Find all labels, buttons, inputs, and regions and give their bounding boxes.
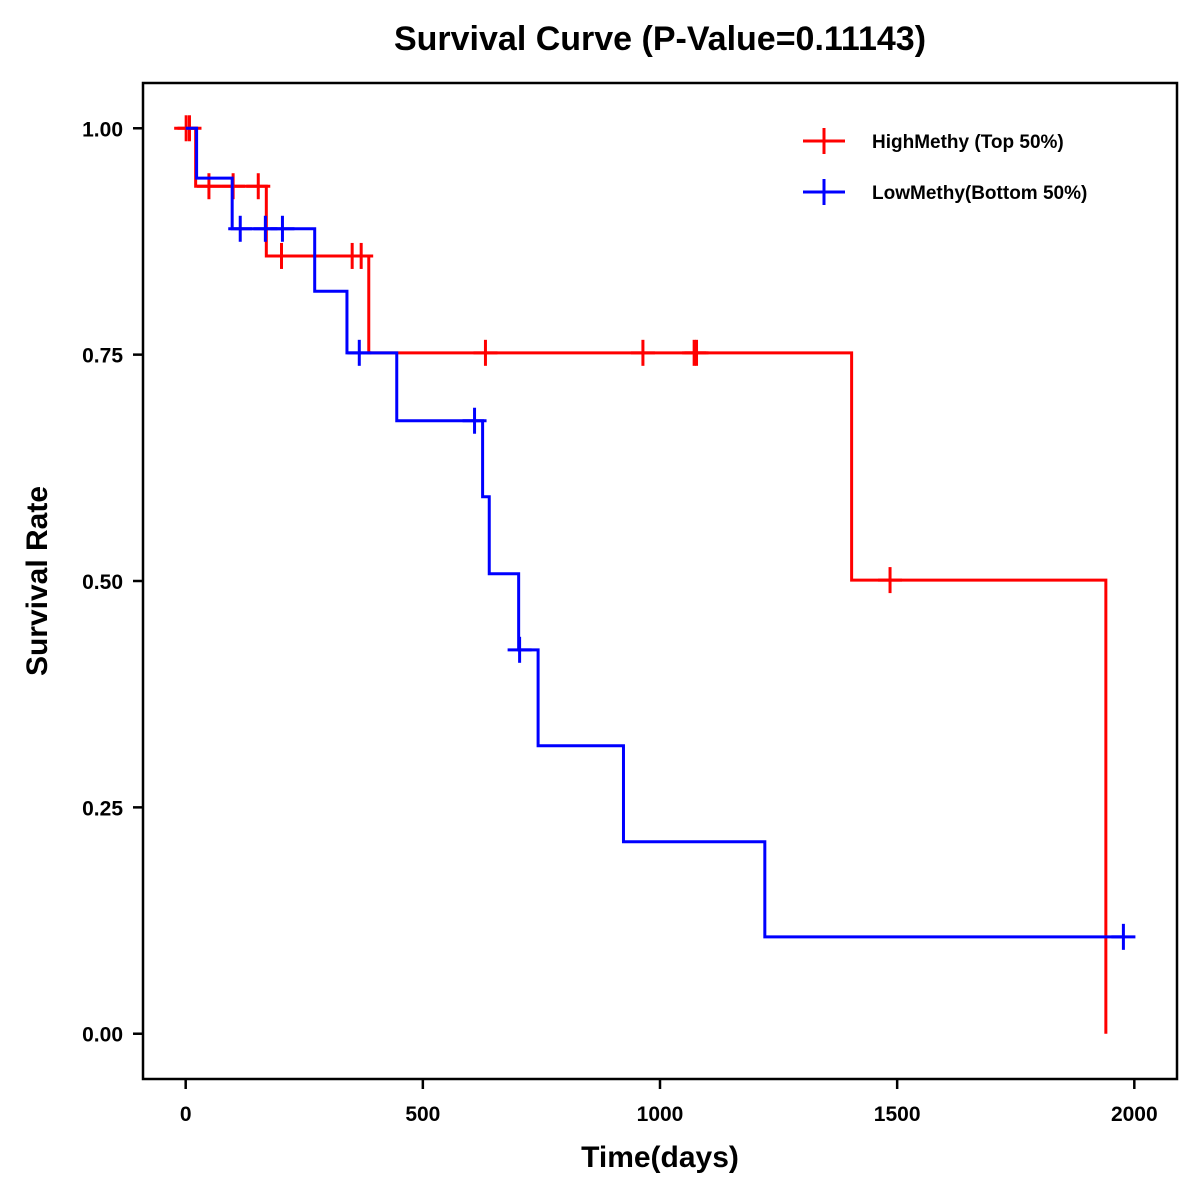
legend: HighMethy (Top 50%) LowMethy(Bottom 50%)	[803, 128, 1087, 205]
y-axis: 0.00 0.25 0.50 0.75 1.00	[82, 118, 143, 1047]
censor-mark	[684, 339, 709, 366]
x-tick-label: 0	[180, 1103, 192, 1126]
y-tick-label: 1.00	[82, 118, 123, 141]
censor-mark	[473, 339, 498, 366]
x-axis-label: Time(days)	[581, 1141, 739, 1174]
y-tick-label: 0.00	[82, 1024, 123, 1047]
censor-mark	[630, 339, 655, 366]
legend-cross-icon	[803, 179, 845, 205]
censor-mark	[347, 339, 372, 366]
censor-mark	[878, 567, 903, 594]
censor-mark	[270, 215, 295, 242]
censor-mark	[228, 215, 253, 242]
censor-mark	[1111, 923, 1136, 950]
x-tick-label: 1500	[874, 1103, 921, 1126]
y-tick-label: 0.25	[82, 797, 123, 820]
legend-item: HighMethy (Top 50%)	[803, 128, 1064, 154]
y-axis-label: Survival Rate	[21, 486, 54, 676]
censor-mark	[462, 407, 487, 434]
legend-item: LowMethy(Bottom 50%)	[803, 179, 1087, 205]
series-low-methy	[185, 126, 1136, 950]
censor-mark	[246, 173, 271, 200]
censor-mark	[269, 242, 294, 269]
chart-title: Survival Curve (P-Value=0.11143)	[394, 20, 926, 58]
survival-curve	[185, 126, 1108, 1034]
x-axis: 0 500 1000 1500 2000	[180, 1079, 1158, 1126]
y-tick-label: 0.75	[82, 345, 123, 368]
series-layer	[174, 115, 1136, 1034]
y-tick-label: 0.50	[82, 571, 123, 594]
survival-curve	[185, 126, 1124, 939]
x-tick-label: 2000	[1111, 1103, 1158, 1126]
legend-cross-icon	[803, 128, 845, 154]
x-tick-label: 1000	[637, 1103, 684, 1126]
censor-mark	[349, 242, 374, 269]
legend-label: LowMethy(Bottom 50%)	[872, 183, 1087, 204]
x-tick-label: 500	[405, 1103, 440, 1126]
censor-mark	[507, 636, 532, 663]
legend-label: HighMethy (Top 50%)	[872, 132, 1064, 153]
